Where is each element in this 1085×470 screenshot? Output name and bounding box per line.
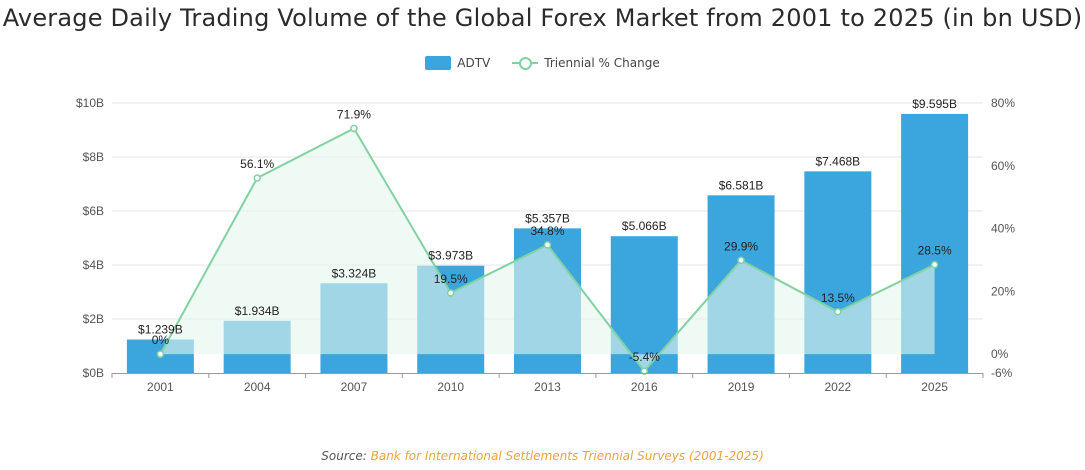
line-area <box>160 128 935 372</box>
x-tick-label: 2022 <box>824 380 851 394</box>
line-data-label: 56.1% <box>240 157 274 171</box>
x-tick-label: 2025 <box>921 380 948 394</box>
bar-data-label: $3.973B <box>428 249 473 263</box>
line-point <box>930 260 939 269</box>
legend-label-adtv: ADTV <box>457 56 491 70</box>
legend-item-adtv[interactable]: ADTV <box>425 56 490 70</box>
source-text: Bank for International Settlements Trien… <box>370 449 764 463</box>
line-data-label: -5.4% <box>629 350 661 364</box>
x-tick-label: 2010 <box>437 380 464 394</box>
bar-data-label: $1.934B <box>235 304 280 318</box>
bar-data-label: $5.066B <box>622 219 667 233</box>
line-data-label: 13.5% <box>821 291 855 305</box>
x-tick-label: 2013 <box>534 380 561 394</box>
y-left-tick-label: $10B <box>76 96 104 110</box>
line-data-label: 71.9% <box>337 107 371 121</box>
x-tick-label: 2001 <box>147 380 174 394</box>
line-point <box>253 174 261 182</box>
line-data-label: 19.5% <box>434 272 468 286</box>
bar-data-label: $3.324B <box>332 266 377 280</box>
y-left-tick-label: $6B <box>83 204 104 218</box>
legend-item-change[interactable]: Triennial % Change <box>512 56 660 70</box>
bar-data-label: $5.357B <box>525 211 570 225</box>
line-point <box>350 124 358 133</box>
bar-data-label: $1.239B <box>138 323 183 337</box>
legend-label-change: Triennial % Change <box>544 56 660 70</box>
line-data-label: 29.9% <box>724 239 758 253</box>
source-note: Source: Bank for International Settlemen… <box>0 449 1085 463</box>
line-data-label: 28.5% <box>918 244 952 258</box>
bar-data-label: $7.468B <box>815 154 860 168</box>
line-data-label: 0% <box>152 333 170 347</box>
line-point <box>446 289 455 297</box>
line-point <box>640 367 649 375</box>
legend: ADTV Triennial % Change <box>0 56 1085 70</box>
chart-title: Average Daily Trading Volume of the Glob… <box>2 4 1083 32</box>
line-point <box>737 256 745 265</box>
y-right-tick-label: -6% <box>991 366 1013 380</box>
bar-data-label: $6.581B <box>719 178 764 192</box>
line-point <box>156 350 165 358</box>
line-point <box>543 241 552 249</box>
x-tick-label: 2019 <box>728 380 755 394</box>
y-left-tick-label: $4B <box>83 258 104 272</box>
y-left-tick-label: $8B <box>83 150 104 164</box>
y-right-tick-label: 0% <box>991 347 1009 361</box>
line-data-label: 34.8% <box>530 224 564 238</box>
y-left-tick-label: $0B <box>83 366 104 380</box>
y-right-tick-label: 40% <box>991 222 1015 236</box>
y-right-tick-label: 60% <box>991 159 1015 173</box>
x-tick-label: 2007 <box>341 380 368 394</box>
legend-line-swatch <box>512 56 539 70</box>
y-right-tick-label: 20% <box>991 284 1015 298</box>
x-tick-label: 2016 <box>631 380 658 394</box>
line-point <box>834 308 842 316</box>
source-prefix: Source: <box>321 449 367 463</box>
legend-bar-swatch <box>425 56 452 70</box>
bar-data-label: $9.595B <box>912 97 957 111</box>
y-right-tick-label: 80% <box>991 96 1015 110</box>
y-left-tick-label: $2B <box>83 312 104 326</box>
x-tick-label: 2004 <box>244 380 271 394</box>
